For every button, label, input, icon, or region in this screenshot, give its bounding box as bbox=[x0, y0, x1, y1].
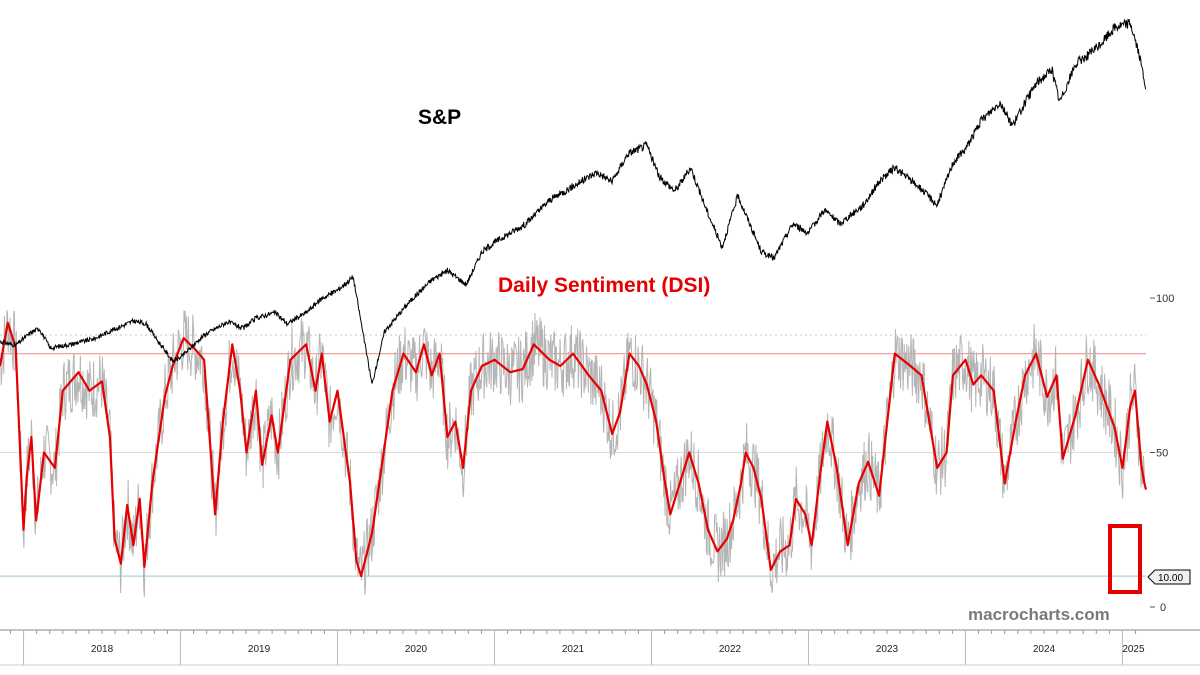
x-tick-label: 2024 bbox=[1033, 644, 1056, 655]
sp-line bbox=[0, 18, 1147, 384]
x-tick-label: 2021 bbox=[562, 644, 585, 655]
dsi-line bbox=[0, 321, 1148, 578]
dsi-title: Daily Sentiment (DSI) bbox=[498, 274, 710, 297]
x-tick-label: 2022 bbox=[719, 644, 742, 655]
y-tick-label: 100 bbox=[1156, 293, 1174, 305]
x-tick-label: 2020 bbox=[405, 644, 428, 655]
x-tick-label: 2019 bbox=[248, 644, 271, 655]
y-tick-label: 50 bbox=[1156, 448, 1168, 460]
x-tick-label: 2023 bbox=[876, 644, 899, 655]
dsi-raw-series bbox=[0, 310, 1146, 597]
x-tick-label: 2025 bbox=[1122, 644, 1145, 655]
watermark: macrocharts.com bbox=[968, 605, 1110, 624]
x-axis: 2018 2019 2020 2021 2022 2023 2024 2025 bbox=[0, 629, 1200, 666]
current-value-label: 10.00 bbox=[1158, 573, 1183, 584]
dsi-series bbox=[0, 321, 1148, 578]
highlight-box bbox=[1108, 524, 1142, 594]
dsi-raw-line bbox=[0, 310, 1146, 597]
sp-title: S&P bbox=[418, 106, 461, 129]
sp-series bbox=[0, 18, 1147, 384]
y-tick-label: 0 bbox=[1160, 602, 1166, 614]
current-value-badge: 10.00 bbox=[1147, 569, 1191, 585]
y-axis-right: 0 50 100 bbox=[1150, 293, 1174, 614]
x-tick-label: 2018 bbox=[91, 644, 114, 655]
